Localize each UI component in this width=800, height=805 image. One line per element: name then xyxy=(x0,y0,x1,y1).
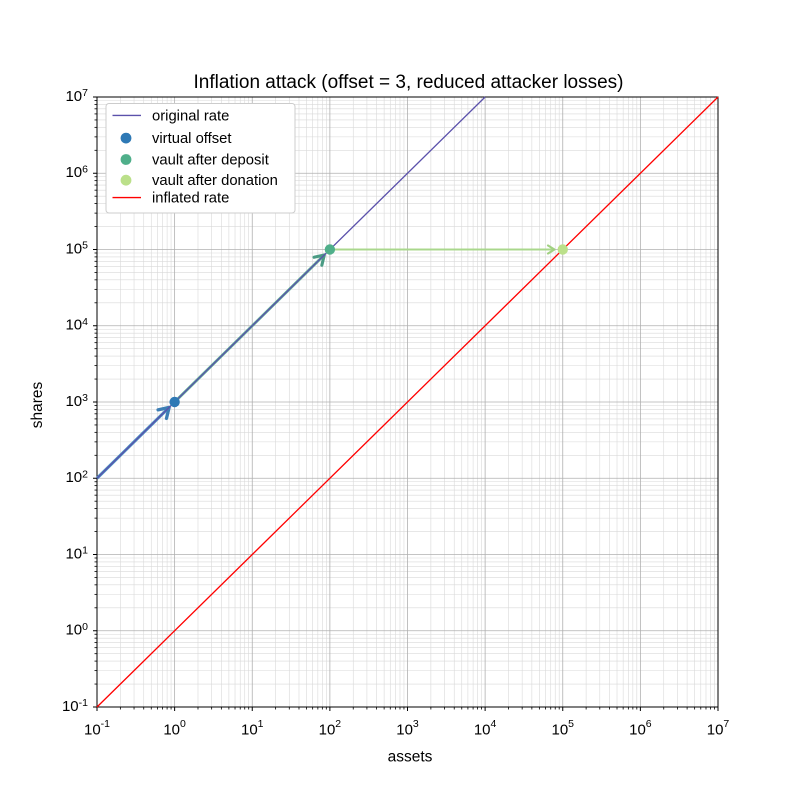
svg-text:inflated rate: inflated rate xyxy=(152,191,229,207)
svg-text:assets: assets xyxy=(388,749,433,766)
svg-text:Inflation attack (offset = 3,: Inflation attack (offset = 3, reduced at… xyxy=(193,72,623,93)
svg-text:original rate: original rate xyxy=(152,108,229,124)
svg-text:vault after donation: vault after donation xyxy=(152,173,278,189)
svg-text:vault after deposit: vault after deposit xyxy=(152,153,269,169)
svg-text:virtual offset: virtual offset xyxy=(152,131,232,147)
svg-text:shares: shares xyxy=(29,381,46,428)
